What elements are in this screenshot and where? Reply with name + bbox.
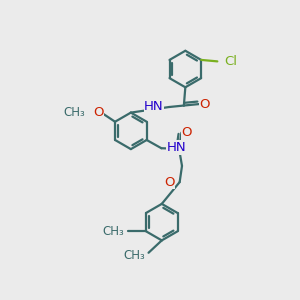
Text: CH₃: CH₃	[102, 225, 124, 238]
Text: O: O	[199, 98, 210, 111]
Text: O: O	[182, 126, 192, 139]
Text: O: O	[164, 176, 174, 189]
Text: Cl: Cl	[224, 55, 237, 68]
Text: HN: HN	[144, 100, 164, 113]
Text: O: O	[93, 106, 104, 119]
Text: CH₃: CH₃	[64, 106, 86, 118]
Text: HN: HN	[167, 141, 186, 154]
Text: CH₃: CH₃	[124, 249, 146, 262]
